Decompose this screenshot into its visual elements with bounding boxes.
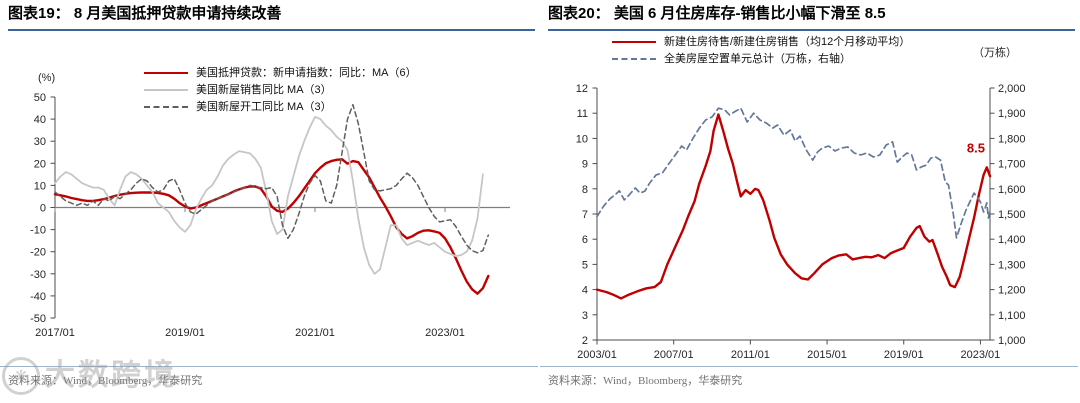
right-y-tick-label: 1,200	[998, 285, 1026, 297]
right-y-tick-label: 1,300	[998, 259, 1026, 271]
legend-item-new-home-sales: 美国新屋销售同比 MA（3）	[144, 83, 417, 98]
figure-20-title: 图表20： 美国 6 月住房库存-销售比小幅下滑至 8.5	[548, 3, 1075, 31]
right-y-tick-label: 1,500	[998, 209, 1026, 221]
figure-19-panel: 图表19： 8 月美国抵押贷款申请持续改善 美国抵押贷款：新申请指数：同比：MA…	[0, 3, 538, 388]
left-y-tick-label: 4	[582, 285, 588, 297]
legend-label: 美国新屋销售同比 MA（3）	[196, 84, 332, 96]
right-y-tick-label: 1,900	[998, 108, 1026, 120]
y-tick-label: -40	[30, 291, 46, 303]
legend-line-swatch	[144, 106, 188, 108]
left-y-tick-label: 10	[576, 133, 588, 145]
y-axis-unit-label: (%)	[38, 72, 55, 84]
legend-line-swatch	[612, 41, 656, 43]
y-tick-label: 40	[34, 114, 46, 126]
y-tick-label: -30	[30, 269, 46, 281]
x-tick-label: 2023/01	[961, 349, 1001, 361]
x-tick-label: 2007/01	[654, 349, 694, 361]
x-tick-label: 2021/01	[295, 327, 335, 339]
left-y-tick-label: 8	[582, 184, 588, 196]
housing-inventory-chart: 12 11 10 9 8 7 6 5 4 3 2 2,000 1,900 1,800 1,700 1,600 1…	[576, 83, 1026, 361]
figure-20-source: 资料来源：Wind，Bloomberg，华泰研究	[540, 366, 1078, 388]
x-tick-label: 2015/01	[807, 349, 847, 361]
x-tick-label: 2011/01	[731, 349, 770, 361]
latest-value-annotation: 8.5	[967, 140, 985, 155]
legend-label: 全美房屋空置单元总计（万栋，右轴）	[664, 53, 851, 65]
series-inventory-sales-ratio	[595, 113, 992, 300]
right-y-tick-label: 1,700	[998, 159, 1026, 171]
left-y-tick-label: 3	[582, 310, 588, 322]
legend-item-mortgage-applications: 美国抵押贷款：新申请指数：同比：MA（6）	[144, 66, 417, 81]
mortgage-applications-chart: 50 40 30 20 10 0 -10 -20 -30 -40 -50 (%) 2017/01 2019…	[30, 72, 510, 339]
x-tick-label: 2003/01	[577, 349, 617, 361]
legend-item-inventory-sales-ratio: 新建住房待售/新建住房销售（均12个月移动平均）	[612, 35, 910, 50]
figure-20-panel: 图表20： 美国 6 月住房库存-销售比小幅下滑至 8.5 新建住房待售/新建住…	[540, 0, 1080, 403]
x-tick-label: 2023/01	[425, 327, 465, 339]
figure-19-legend: 美国抵押贷款：新申请指数：同比：MA（6） 美国新屋销售同比 MA（3） 美国新…	[144, 66, 417, 117]
x-tick-label: 2017/01	[35, 327, 75, 339]
right-axis-unit-label: （万栋）	[973, 47, 1017, 59]
left-y-tick-label: 7	[582, 209, 588, 221]
y-tick-label: 20	[34, 158, 46, 170]
right-y-tick-label: 1,100	[998, 310, 1026, 322]
figure-19-source: 资料来源：Wind，Bloomberg，华泰研究	[0, 366, 538, 388]
y-tick-label: 10	[34, 180, 46, 192]
y-tick-label: -10	[30, 225, 46, 237]
left-y-tick-label: 2	[582, 335, 588, 347]
right-y-tick-label: 1,800	[998, 133, 1026, 145]
right-y-tick-label: 1,000	[998, 335, 1026, 347]
series-new-home-sales	[54, 116, 484, 275]
legend-label: 美国抵押贷款：新申请指数：同比：MA（6）	[196, 67, 417, 79]
legend-line-swatch	[612, 58, 656, 60]
left-y-tick-label: 5	[582, 259, 588, 271]
right-y-tick-label: 1,600	[998, 184, 1026, 196]
y-tick-label: 0	[40, 203, 46, 215]
x-tick-label: 2019/01	[884, 349, 924, 361]
right-y-tick-label: 1,400	[998, 234, 1026, 246]
left-y-tick-label: 6	[582, 234, 588, 246]
right-y-tick-label: 2,000	[998, 83, 1026, 95]
figure-19-title: 图表19： 8 月美国抵押贷款申请持续改善	[8, 3, 535, 31]
legend-line-swatch	[144, 72, 188, 74]
left-y-tick-label: 11	[577, 108, 588, 120]
legend-line-swatch	[144, 89, 188, 91]
series-housing-starts	[54, 103, 490, 254]
x-tick-label: 2019/01	[165, 327, 205, 339]
legend-label: 新建住房待售/新建住房销售（均12个月移动平均）	[664, 36, 911, 48]
y-tick-label: 30	[34, 136, 46, 148]
left-y-tick-label: 12	[576, 83, 588, 95]
legend-item-vacant-units: 全美房屋空置单元总计（万栋，右轴）	[612, 52, 910, 67]
fig19-plot: 50 40 30 20 10 0 -10 -20 -30 -40 -50 (%) 2017/01 2019…	[30, 72, 510, 339]
y-tick-label: -50	[30, 313, 46, 325]
figure-20-legend: 新建住房待售/新建住房销售（均12个月移动平均） 全美房屋空置单元总计（万栋，右…	[612, 35, 910, 69]
left-y-tick-label: 9	[582, 159, 588, 171]
legend-label: 美国新屋开工同比 MA（3）	[196, 101, 332, 113]
legend-item-housing-starts: 美国新屋开工同比 MA（3）	[144, 100, 417, 115]
y-tick-label: 50	[34, 92, 46, 104]
series-vacant-units	[596, 107, 991, 239]
fig20-plot: 12 11 10 9 8 7 6 5 4 3 2 2,000 1,900 1,800 1,700 1,600 1…	[576, 83, 1026, 361]
series-mortgage-applications	[53, 158, 490, 295]
y-tick-label: -20	[30, 247, 46, 259]
